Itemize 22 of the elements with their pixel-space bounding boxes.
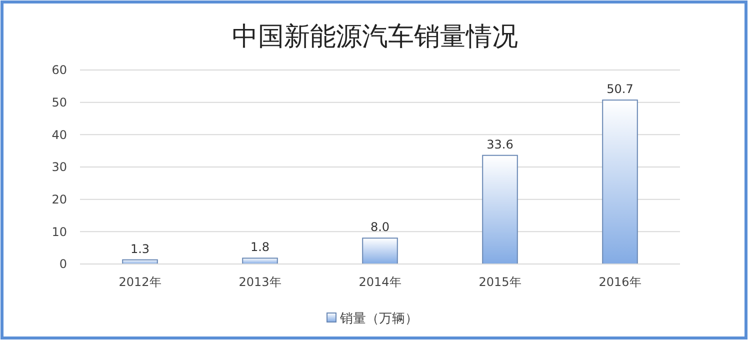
x-tick-label: 2016年	[598, 275, 642, 289]
text: 8.0	[370, 220, 390, 234]
text: 1.8	[250, 240, 270, 254]
y-tick-label: 50	[52, 96, 67, 110]
y-tick-label: 30	[52, 160, 67, 174]
text: 50.7	[606, 82, 634, 96]
y-tick-label: 40	[52, 128, 67, 142]
legend-label: 销量（万辆）	[339, 312, 418, 327]
y-tick-label: 0	[59, 257, 67, 272]
x-tick-label: 2012年	[118, 275, 162, 289]
bar	[362, 238, 398, 264]
y-tick-label: 60	[52, 63, 67, 78]
y-tick-label: 20	[52, 192, 67, 207]
x-tick-label: 2013年	[238, 275, 282, 289]
chart-title: 中国新能源汽车销量情况	[232, 22, 518, 52]
text: 1.3	[130, 242, 150, 256]
text: 33.6	[486, 137, 514, 152]
x-tick-label: 2014年	[358, 275, 402, 289]
bar	[602, 100, 638, 264]
y-tick-label: 10	[52, 224, 67, 239]
bar	[482, 154, 518, 264]
x-tick-label: 2015年	[478, 275, 522, 289]
